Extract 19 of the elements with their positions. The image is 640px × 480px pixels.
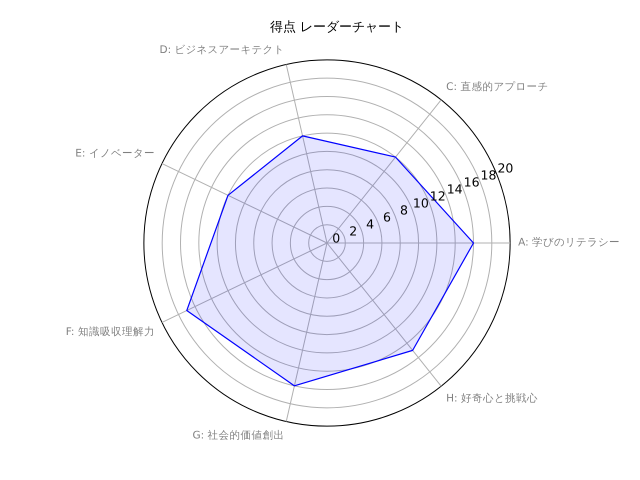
y-tick-label: 16	[464, 174, 480, 190]
chart-title: 得点 レーダーチャート	[270, 20, 404, 36]
spoke-label: D: ビジネスアーキテクト	[160, 44, 284, 56]
spoke-label: H: 好奇心と挑戦心	[446, 391, 538, 404]
y-tick-label: 10	[412, 195, 429, 210]
spoke-label: C: 直感的アプローチ	[446, 80, 548, 94]
spoke-label: G: 社会的価値創出	[192, 428, 284, 442]
spoke-label: E: イノベーター	[75, 148, 155, 160]
spoke-label: F: 知識吸収理解力	[66, 324, 155, 338]
spoke-label: A: 学びのリテラシー	[518, 236, 620, 249]
y-tick-label: 20	[497, 160, 514, 176]
y-tick-label: 6	[383, 209, 392, 224]
y-tick-label: 0	[332, 230, 340, 246]
y-tick-label: 12	[430, 188, 446, 204]
y-tick-label: 8	[400, 202, 408, 218]
y-tick-label: 14	[446, 181, 463, 196]
y-tick-label: 2	[349, 223, 358, 238]
y-tick-label: 18	[480, 167, 497, 182]
y-tick-label: 4	[366, 216, 374, 232]
